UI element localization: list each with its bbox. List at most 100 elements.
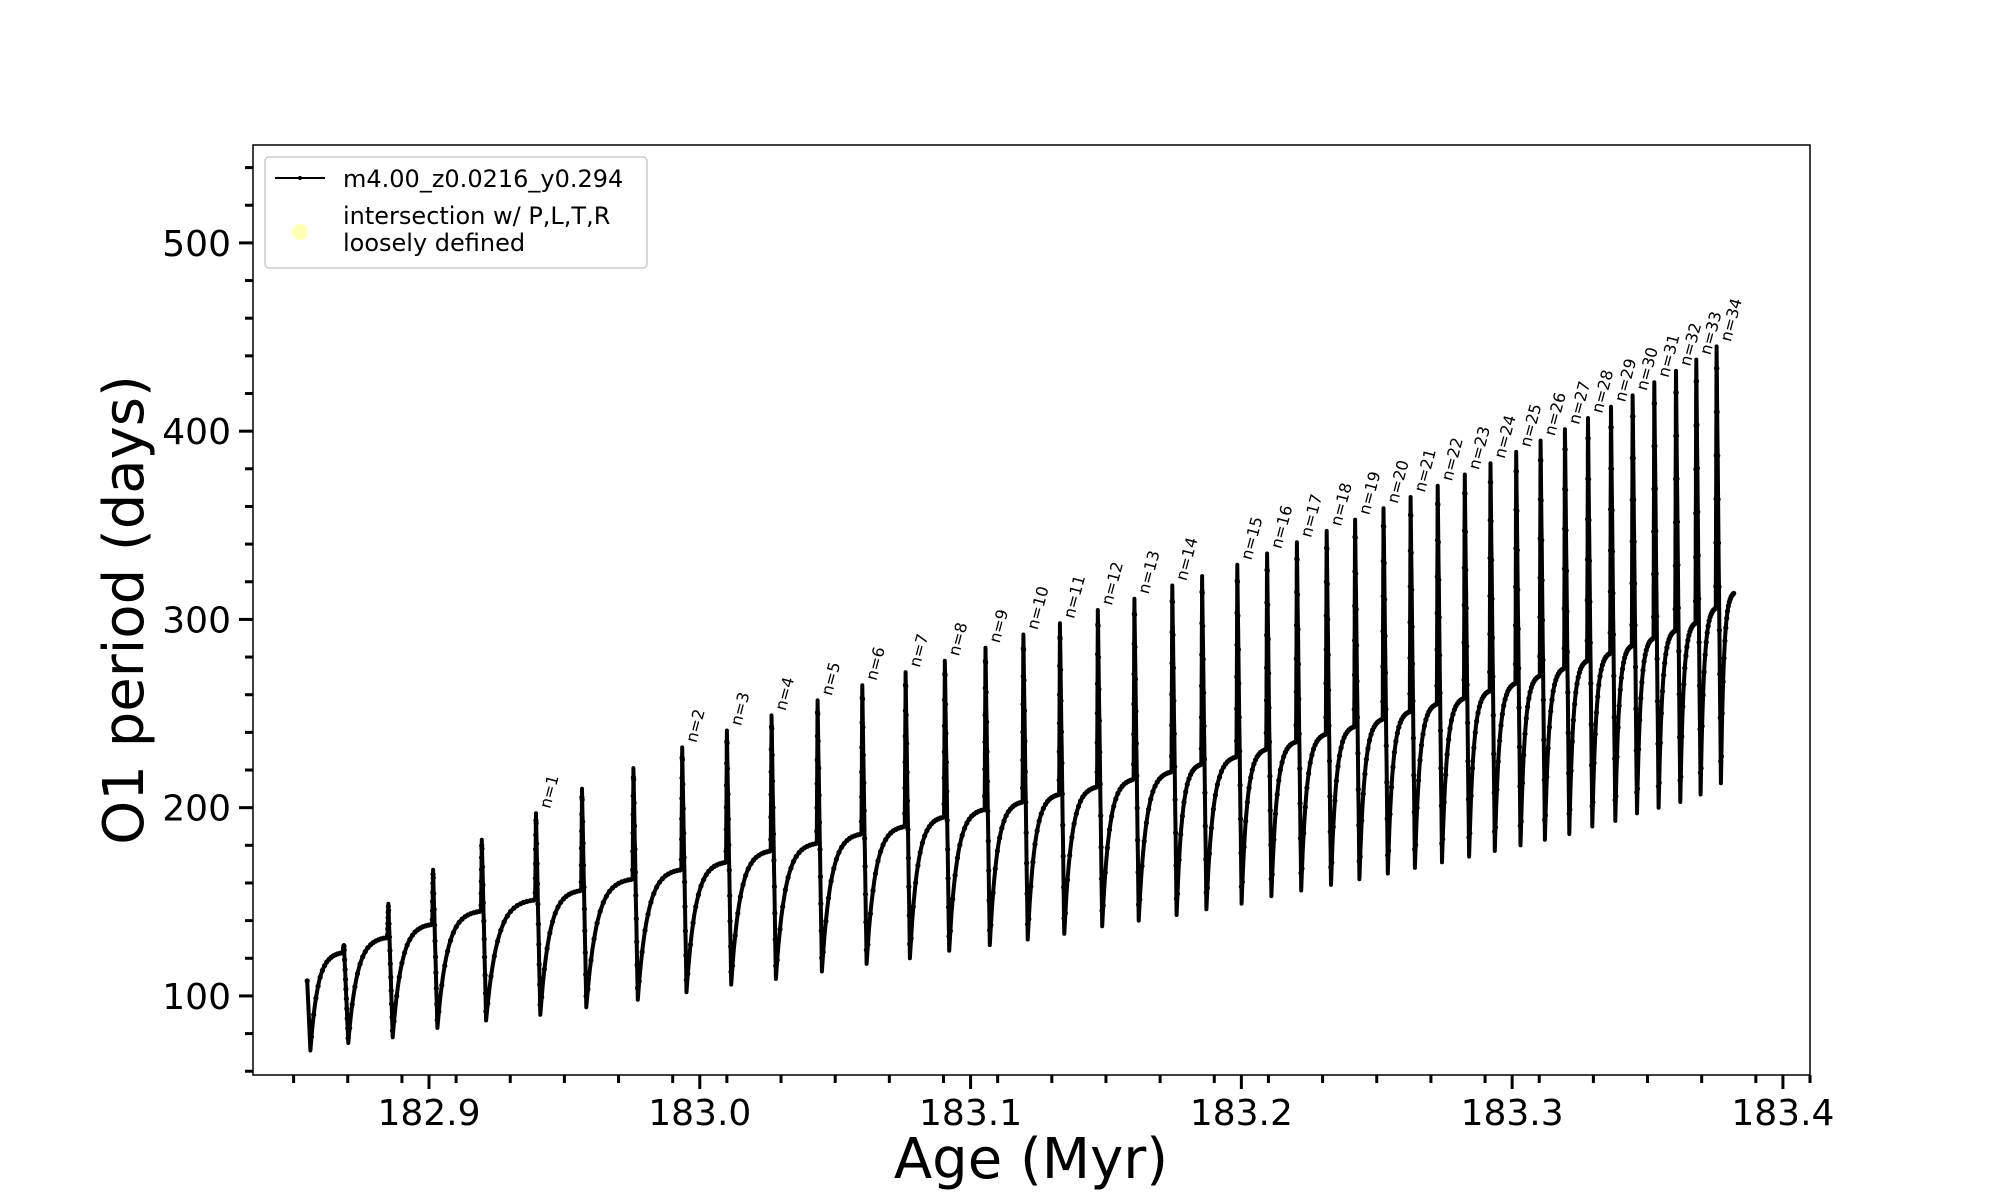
series-point bbox=[1340, 739, 1346, 745]
series-point bbox=[816, 765, 822, 771]
series-point bbox=[1439, 840, 1445, 847]
series-point bbox=[725, 816, 732, 823]
series-point bbox=[1696, 683, 1703, 689]
series-point bbox=[1383, 706, 1389, 712]
series-point bbox=[1586, 476, 1592, 482]
y-tick-label: 100 bbox=[162, 977, 231, 1018]
series-point bbox=[1173, 830, 1179, 836]
series-point bbox=[903, 683, 909, 690]
series-point bbox=[1693, 378, 1700, 384]
series-point bbox=[984, 719, 990, 725]
series-point bbox=[772, 910, 778, 916]
series-point bbox=[585, 986, 591, 992]
series-point bbox=[1467, 830, 1473, 836]
series-point bbox=[814, 781, 820, 787]
series-point bbox=[875, 858, 881, 864]
series-point bbox=[1712, 605, 1718, 612]
series-point bbox=[902, 785, 908, 791]
series-point bbox=[1684, 644, 1690, 650]
series-point bbox=[771, 857, 777, 864]
series-point bbox=[1351, 706, 1357, 713]
series-point bbox=[1276, 777, 1282, 784]
series-point bbox=[544, 945, 550, 952]
series-point bbox=[1565, 689, 1571, 696]
series-point bbox=[990, 890, 996, 896]
series-point bbox=[1098, 813, 1104, 819]
series-point bbox=[1674, 433, 1680, 439]
series-point bbox=[859, 769, 865, 775]
series-point bbox=[1544, 774, 1550, 780]
series-point bbox=[1489, 557, 1495, 563]
series-point bbox=[1296, 696, 1302, 702]
series-point bbox=[1609, 549, 1616, 555]
series-point bbox=[431, 890, 437, 897]
series-point bbox=[630, 793, 636, 799]
series-point bbox=[1198, 714, 1205, 720]
series-point bbox=[1409, 661, 1416, 667]
series-point bbox=[1235, 613, 1241, 619]
series-point bbox=[480, 882, 486, 888]
series-point bbox=[1642, 652, 1648, 658]
series-point bbox=[385, 915, 391, 921]
series-point bbox=[1200, 623, 1206, 629]
series-point bbox=[815, 738, 821, 744]
series-point bbox=[342, 976, 349, 983]
series-point bbox=[690, 920, 696, 926]
series-point bbox=[1490, 673, 1496, 680]
series-point bbox=[861, 780, 867, 786]
series-point bbox=[1152, 783, 1158, 789]
series-point bbox=[1418, 742, 1425, 748]
series-point bbox=[1129, 777, 1136, 783]
series-point bbox=[1413, 842, 1419, 848]
series-point bbox=[1716, 584, 1722, 590]
series-point bbox=[579, 811, 585, 817]
series-point bbox=[1380, 699, 1386, 705]
series-point bbox=[677, 867, 683, 873]
series-point bbox=[1297, 766, 1303, 772]
series-point bbox=[387, 961, 393, 967]
series-point bbox=[1491, 751, 1497, 757]
series-point bbox=[1183, 789, 1189, 795]
series-point bbox=[1587, 640, 1593, 646]
series-point bbox=[945, 904, 952, 910]
series-point bbox=[1717, 671, 1723, 677]
series-point bbox=[389, 1001, 395, 1007]
series-point bbox=[349, 1001, 355, 1008]
series-point bbox=[859, 794, 865, 800]
series-point bbox=[1450, 711, 1456, 717]
series-point bbox=[1171, 698, 1177, 704]
series-point bbox=[862, 863, 868, 870]
series-point bbox=[1628, 643, 1634, 649]
series-point bbox=[1332, 797, 1338, 804]
series-point bbox=[1664, 645, 1670, 651]
series-point bbox=[725, 791, 731, 797]
series-point bbox=[1498, 722, 1504, 729]
legend-box bbox=[264, 156, 648, 269]
series-point bbox=[1516, 665, 1522, 671]
series-point bbox=[479, 864, 486, 870]
series-point bbox=[883, 837, 889, 843]
series-point bbox=[1293, 622, 1300, 629]
series-point bbox=[815, 711, 821, 717]
series-point bbox=[1651, 400, 1658, 407]
series-point bbox=[387, 947, 393, 954]
series-point bbox=[986, 868, 992, 874]
series-point bbox=[1075, 803, 1082, 810]
tick-layer: 182.9 183.0 183.1 183.2 183.3 183.4 100 200 300 4… bbox=[162, 166, 1834, 1134]
series-point bbox=[1021, 708, 1028, 714]
series-point bbox=[1570, 717, 1576, 723]
series-point bbox=[539, 994, 545, 1000]
series-point bbox=[946, 933, 952, 939]
series-point bbox=[905, 826, 911, 833]
series-point bbox=[982, 685, 988, 691]
series-point bbox=[771, 884, 778, 890]
series-point bbox=[1131, 731, 1137, 737]
series-point bbox=[479, 846, 485, 852]
series-point bbox=[679, 795, 685, 802]
series-point bbox=[1619, 666, 1626, 672]
series-point bbox=[1201, 690, 1207, 696]
series-point bbox=[1383, 743, 1389, 749]
series-point bbox=[579, 828, 585, 834]
series-point bbox=[1170, 665, 1176, 671]
series-point bbox=[1464, 682, 1470, 688]
